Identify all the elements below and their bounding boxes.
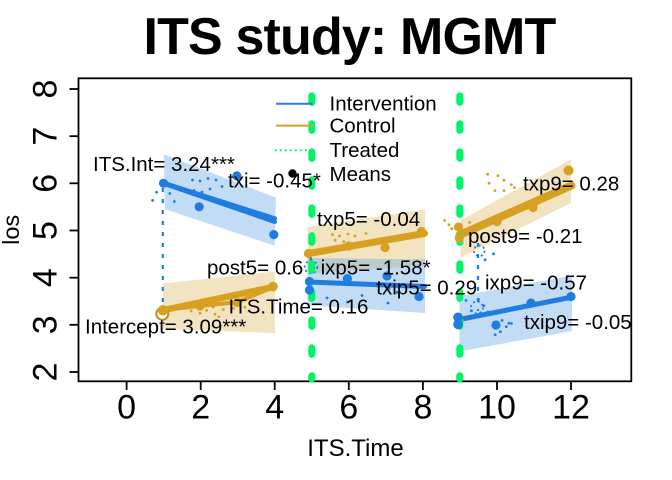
svg-text:2: 2 [27, 363, 65, 382]
svg-text:txip9= -0.05: txip9= -0.05 [524, 311, 632, 334]
svg-text:ixp9= -0.57: ixp9= -0.57 [485, 272, 587, 295]
svg-text:6: 6 [27, 174, 65, 193]
svg-text:txi= -0.45*: txi= -0.45* [228, 169, 321, 192]
svg-text:8: 8 [27, 80, 65, 99]
svg-text:txp9= 0.28: txp9= 0.28 [523, 173, 619, 196]
svg-text:6: 6 [339, 389, 358, 427]
svg-text:4: 4 [27, 268, 65, 287]
svg-text:post5= 0.6: post5= 0.6 [207, 257, 303, 280]
svg-text:Means: Means [330, 163, 392, 186]
svg-text:3: 3 [27, 315, 65, 334]
svg-text:txp5= -0.04: txp5= -0.04 [317, 208, 420, 231]
svg-text:8: 8 [413, 389, 432, 427]
svg-text:txip5= 0.29: txip5= 0.29 [376, 277, 477, 300]
svg-text:Control: Control [330, 115, 396, 138]
svg-text:ITS.Time= 0.16: ITS.Time= 0.16 [229, 296, 369, 319]
svg-text:2: 2 [191, 389, 210, 427]
svg-text:post9= -0.21: post9= -0.21 [468, 225, 583, 248]
svg-text:los: los [0, 215, 24, 245]
svg-text:Intercept= 3.09***: Intercept= 3.09*** [85, 316, 246, 339]
svg-text:ixp5= -1.58*: ixp5= -1.58* [321, 256, 431, 279]
svg-text:ITS.Int= 3.24***: ITS.Int= 3.24*** [93, 153, 235, 176]
svg-text:10: 10 [478, 389, 516, 427]
svg-text:4: 4 [265, 389, 284, 427]
svg-text:Intervention: Intervention [330, 93, 437, 116]
svg-text:7: 7 [27, 127, 65, 146]
svg-text:0: 0 [117, 389, 136, 427]
svg-text:12: 12 [552, 389, 590, 427]
svg-text:5: 5 [27, 221, 65, 240]
svg-text:Treated: Treated [330, 139, 400, 162]
svg-text:ITS.Time: ITS.Time [307, 435, 403, 462]
svg-text:ITS study: MGMT: ITS study: MGMT [144, 8, 557, 66]
